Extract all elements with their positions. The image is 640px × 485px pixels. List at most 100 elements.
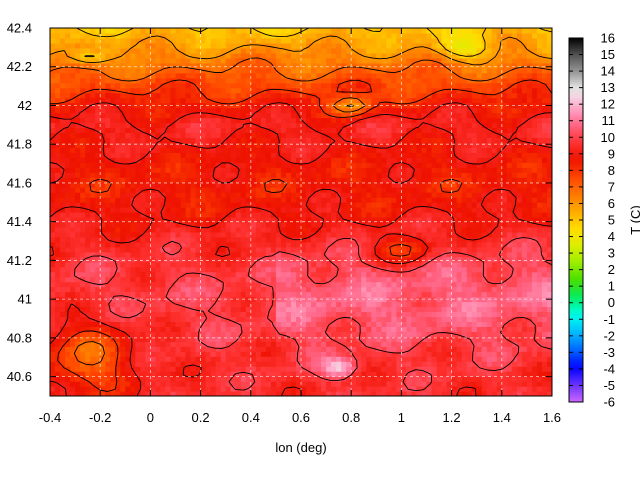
heatmap-cell bbox=[60, 167, 66, 173]
heatmap-cell bbox=[65, 361, 71, 367]
heatmap-cell bbox=[55, 276, 61, 283]
heatmap-cell bbox=[200, 381, 207, 387]
heatmap-cell bbox=[170, 157, 177, 163]
heatmap-cell bbox=[125, 241, 131, 248]
heatmap-cell bbox=[361, 386, 367, 392]
heatmap-cell bbox=[331, 167, 337, 173]
heatmap-cell bbox=[546, 256, 552, 263]
heatmap-cell bbox=[130, 212, 136, 218]
heatmap-cell bbox=[55, 172, 61, 178]
heatmap-cell bbox=[446, 182, 453, 188]
heatmap-cell bbox=[225, 351, 232, 357]
heatmap-cell bbox=[165, 371, 172, 377]
heatmap-cell bbox=[326, 261, 332, 268]
heatmap-cell bbox=[516, 157, 523, 163]
heatmap-cell bbox=[205, 356, 212, 362]
heatmap-cell bbox=[110, 376, 116, 382]
heatmap-cell bbox=[541, 187, 548, 193]
heatmap-cell bbox=[270, 157, 277, 163]
heatmap-cell bbox=[521, 147, 528, 153]
heatmap-cell bbox=[511, 271, 518, 278]
heatmap-cell bbox=[451, 202, 458, 208]
heatmap-cell bbox=[476, 172, 483, 178]
heatmap-cell bbox=[446, 346, 453, 352]
heatmap-cell bbox=[150, 306, 157, 313]
heatmap-cell bbox=[501, 336, 508, 342]
heatmap-cell bbox=[175, 216, 182, 223]
heatmap-cell bbox=[135, 236, 141, 243]
heatmap-cell bbox=[451, 187, 458, 193]
heatmap-cell bbox=[140, 331, 146, 337]
heatmap-cell bbox=[55, 202, 61, 208]
heatmap-cell bbox=[225, 197, 232, 203]
heatmap-cell bbox=[371, 391, 377, 396]
heatmap-cell bbox=[70, 157, 76, 163]
heatmap-cell bbox=[220, 231, 227, 238]
heatmap-cell bbox=[321, 231, 327, 238]
heatmap-cell bbox=[70, 351, 76, 357]
heatmap-cell bbox=[466, 251, 473, 258]
heatmap-cell bbox=[306, 207, 312, 213]
heatmap-cell bbox=[200, 376, 207, 382]
heatmap-cell bbox=[411, 281, 418, 288]
heatmap-cell bbox=[150, 391, 157, 396]
heatmap-cell bbox=[311, 326, 317, 332]
heatmap-cell bbox=[411, 306, 418, 313]
heatmap-cell bbox=[160, 231, 167, 238]
heatmap-cell bbox=[170, 216, 177, 223]
heatmap-cell bbox=[346, 291, 352, 298]
heatmap-cell bbox=[386, 172, 392, 178]
heatmap-cell bbox=[280, 246, 287, 253]
heatmap-cell bbox=[100, 381, 106, 387]
heatmap-cell bbox=[255, 162, 262, 168]
heatmap-cell bbox=[250, 162, 257, 168]
heatmap-cell bbox=[125, 356, 131, 362]
heatmap-cell bbox=[516, 182, 523, 188]
heatmap-cell bbox=[396, 301, 402, 308]
heatmap-cell bbox=[75, 182, 81, 188]
heatmap-cell bbox=[185, 152, 192, 158]
heatmap-cell bbox=[396, 336, 402, 342]
heatmap-cell bbox=[210, 321, 217, 327]
heatmap-cell bbox=[396, 276, 402, 283]
heatmap-cell bbox=[260, 371, 267, 377]
heatmap-cell bbox=[311, 276, 317, 283]
heatmap-cell bbox=[125, 316, 131, 322]
heatmap-cell bbox=[275, 162, 282, 168]
heatmap-cell bbox=[85, 241, 91, 248]
heatmap-cell bbox=[481, 276, 488, 283]
heatmap-cell bbox=[200, 162, 207, 168]
heatmap-cell bbox=[190, 212, 197, 218]
heatmap-cell bbox=[260, 336, 267, 342]
heatmap-cell bbox=[190, 341, 197, 347]
heatmap-cell bbox=[491, 207, 498, 213]
heatmap-cell bbox=[160, 301, 167, 308]
heatmap-cell bbox=[336, 346, 342, 352]
heatmap-cell bbox=[160, 266, 167, 273]
heatmap-cell bbox=[120, 316, 126, 322]
heatmap-cell bbox=[371, 251, 377, 258]
heatmap-cell bbox=[135, 177, 141, 183]
heatmap-cell bbox=[170, 286, 177, 293]
heatmap-cell bbox=[210, 147, 217, 153]
heatmap-cell bbox=[245, 266, 252, 273]
heatmap-cell bbox=[516, 276, 523, 283]
heatmap-cell bbox=[100, 167, 106, 173]
heatmap-cell bbox=[531, 197, 538, 203]
heatmap-cell bbox=[125, 226, 131, 233]
heatmap-cell bbox=[436, 281, 443, 288]
heatmap-cell bbox=[441, 306, 448, 313]
heatmap-cell bbox=[526, 286, 533, 293]
heatmap-cell bbox=[70, 326, 76, 332]
heatmap-cell bbox=[476, 336, 483, 342]
heatmap-cell bbox=[476, 291, 483, 298]
heatmap-cell bbox=[55, 182, 61, 188]
heatmap-cell bbox=[155, 361, 162, 367]
heatmap-cell bbox=[280, 381, 287, 387]
heatmap-cell bbox=[140, 346, 146, 352]
heatmap-cell bbox=[65, 157, 71, 163]
heatmap-cell bbox=[531, 296, 538, 303]
heatmap-cell bbox=[371, 226, 377, 233]
heatmap-cell bbox=[130, 351, 136, 357]
heatmap-cell bbox=[230, 291, 237, 298]
